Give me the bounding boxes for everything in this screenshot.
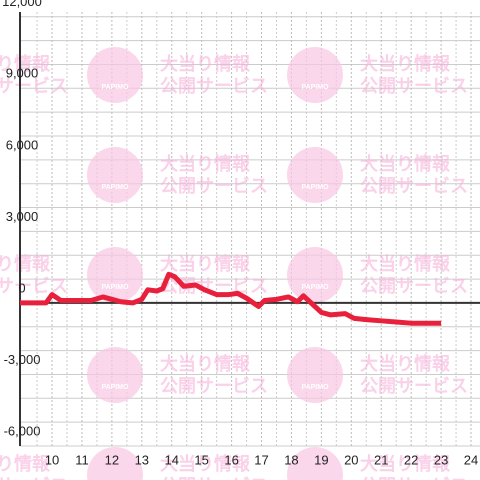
y-tick-label: 6,000 bbox=[6, 137, 39, 152]
y-tick-label: -3,000 bbox=[4, 352, 41, 367]
x-tick-label: 14 bbox=[165, 452, 179, 467]
watermark-logo bbox=[87, 247, 143, 303]
watermark-logo bbox=[287, 247, 343, 303]
x-tick-label: 19 bbox=[314, 452, 328, 467]
x-tick-label: 18 bbox=[284, 452, 298, 467]
watermark-logo-text: PAPIMO bbox=[101, 284, 129, 291]
watermark-logo-text: PAPIMO bbox=[101, 384, 129, 391]
watermark-text: 大当り情報 bbox=[0, 53, 51, 74]
x-tick-label: 22 bbox=[404, 452, 418, 467]
x-tick-label: 21 bbox=[374, 452, 388, 467]
y-tick-label: 9,000 bbox=[6, 66, 39, 81]
watermark-logo-text: PAPIMO bbox=[101, 184, 129, 191]
watermark-text: 大当り情報 bbox=[160, 153, 251, 174]
watermark-text: 大当り情報 bbox=[160, 253, 251, 274]
watermark-logo bbox=[87, 347, 143, 403]
watermark-text: 大当り情報 bbox=[360, 453, 451, 474]
watermark-logo-text: PAPIMO bbox=[301, 84, 329, 91]
watermark-text: 大当り情報 bbox=[0, 453, 51, 474]
watermark-logo bbox=[287, 47, 343, 103]
x-tick-label: 15 bbox=[194, 452, 208, 467]
x-tick-label: 20 bbox=[344, 452, 358, 467]
watermark-text: 公開サービス bbox=[360, 276, 468, 296]
watermark-logo bbox=[287, 447, 343, 480]
watermark-text: 大当り情報 bbox=[0, 253, 51, 274]
watermark-logo-text: PAPIMO bbox=[301, 384, 329, 391]
x-tick-label: 23 bbox=[434, 452, 448, 467]
watermark-text: 公開サービス bbox=[0, 76, 68, 96]
watermark-text: 大当り情報 bbox=[160, 53, 251, 74]
watermark-text: 公開サービス bbox=[160, 76, 268, 96]
line bbox=[20, 271, 442, 326]
watermark-text: 公開サービス bbox=[160, 176, 268, 196]
watermark-text: 公開サービス bbox=[0, 276, 68, 296]
y-tick-label: -6,000 bbox=[4, 423, 41, 438]
watermark-logo bbox=[87, 47, 143, 103]
watermark-text: 公開サービス bbox=[0, 476, 68, 480]
watermark-text: 公開サービス bbox=[360, 176, 468, 196]
y-tick-label: 0 bbox=[18, 280, 25, 295]
watermark-text: 大当り情報 bbox=[160, 353, 251, 374]
watermark-text: 公開サービス bbox=[160, 476, 268, 480]
watermark-text: 大当り情報 bbox=[360, 53, 451, 74]
watermark-logo-text: PAPIMO bbox=[301, 284, 329, 291]
watermark-text: 公開サービス bbox=[160, 276, 268, 296]
watermark-text: 大当り情報 bbox=[160, 453, 251, 474]
watermark-logo bbox=[87, 147, 143, 203]
y-tick-label: 12,000 bbox=[2, 0, 42, 9]
x-tick-label: 10 bbox=[45, 452, 59, 467]
x-tick-label: 16 bbox=[224, 452, 238, 467]
watermark-logo-text: PAPIMO bbox=[301, 184, 329, 191]
watermark-logo-text: PAPIMO bbox=[101, 84, 129, 91]
watermark-text: 公開サービス bbox=[360, 376, 468, 396]
watermark-text: 大当り情報 bbox=[360, 253, 451, 274]
watermark-text: 公開サービス bbox=[360, 76, 468, 96]
watermark-text: 大当り情報 bbox=[360, 153, 451, 174]
x-tick-label: 11 bbox=[75, 452, 89, 467]
watermark-text: 大当り情報 bbox=[360, 353, 451, 374]
x-tick-label: 17 bbox=[254, 452, 268, 467]
x-tick-label: 12 bbox=[105, 452, 119, 467]
x-tick-label: 24 bbox=[464, 452, 478, 467]
watermark-logo bbox=[87, 447, 143, 480]
watermark-logo bbox=[287, 147, 343, 203]
y-tick-label: 3,000 bbox=[6, 209, 39, 224]
x-tick-label: 13 bbox=[135, 452, 149, 467]
watermark-text: 公開サービス bbox=[360, 476, 468, 480]
watermark-text: 公開サービス bbox=[160, 376, 268, 396]
watermark-logo bbox=[287, 347, 343, 403]
